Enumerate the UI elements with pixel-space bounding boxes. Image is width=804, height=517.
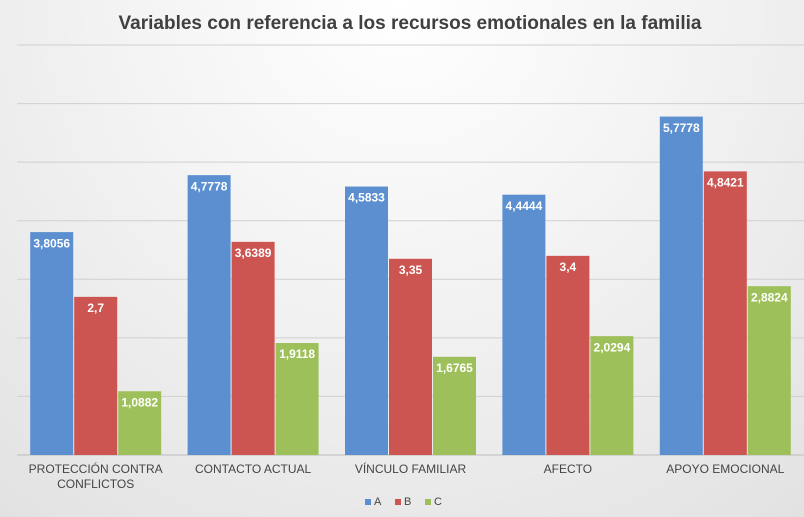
data-label: 3,35	[399, 263, 423, 277]
data-label: 3,8056	[33, 236, 70, 250]
data-label: 2,7	[87, 301, 104, 315]
legend-swatch	[365, 499, 371, 505]
bar	[30, 232, 74, 455]
bar	[118, 391, 162, 455]
x-tick-label: AFECTO	[543, 462, 593, 476]
data-label: 4,5833	[348, 191, 385, 205]
legend-swatch	[425, 499, 431, 505]
bar	[590, 336, 634, 455]
bar	[546, 255, 590, 455]
bar	[703, 171, 747, 455]
chart-title: Variables con referencia a los recursos …	[119, 13, 702, 34]
bar	[433, 356, 476, 455]
data-label: 1,6765	[436, 361, 473, 375]
data-label: 3,4	[560, 260, 577, 274]
legend-label: A	[374, 496, 382, 508]
bar	[659, 116, 703, 455]
data-label: 4,4444	[506, 199, 543, 213]
data-label: 2,0294	[594, 340, 631, 354]
x-tick-label: VÍNCULO FAMILIAR	[354, 462, 467, 476]
bar	[389, 258, 432, 455]
data-label: 4,7778	[191, 179, 228, 193]
x-tick-label: PROTECCIÓN CONTRA CONFLICTOS	[28, 462, 163, 491]
data-label: 4,8421	[707, 176, 744, 190]
legend-swatch	[395, 499, 401, 505]
bar	[747, 286, 791, 455]
data-label: 2,8824	[751, 290, 788, 304]
data-label: 1,9118	[279, 347, 315, 361]
data-label: 3,6389	[235, 246, 272, 260]
legend-label: B	[404, 496, 411, 508]
bar	[74, 296, 118, 455]
x-tick-label: APOYO EMOCIONAL	[666, 462, 785, 476]
bar	[231, 241, 275, 455]
bar	[502, 194, 546, 455]
bar	[187, 175, 231, 456]
bar	[345, 186, 388, 456]
data-label: 5,7778	[663, 121, 700, 135]
x-tick-label: CONTACTO ACTUAL	[194, 462, 312, 476]
data-label: 1,0882	[121, 395, 158, 409]
bar	[275, 343, 319, 455]
legend-label: C	[434, 496, 442, 508]
